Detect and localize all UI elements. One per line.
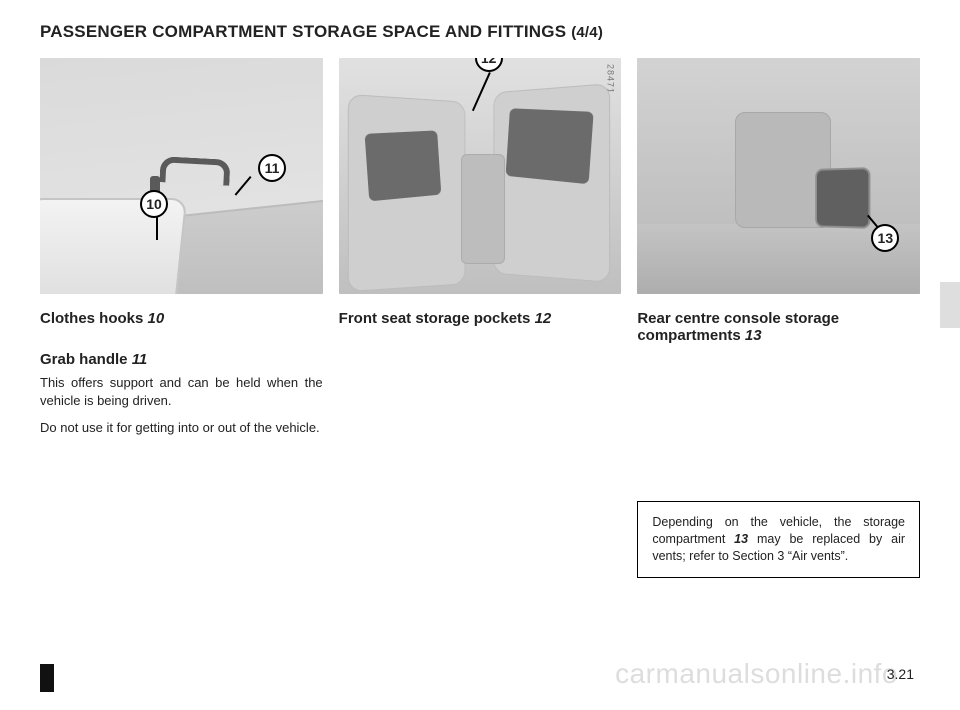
leader-12 [472,72,491,111]
column-3: 28547 13 Rear centre console storage com… [637,58,920,578]
title-main: PASSENGER COMPARTMENT STORAGE SPACE AND … [40,22,566,41]
fig2-console [461,154,505,264]
heading2-text: Front seat storage pockets [339,310,535,327]
para-grab-handle-2: Do not use it for getting into or out of… [40,419,323,437]
watermark: carmanualsonline.info [615,658,898,690]
fig2-pocket-left [364,130,441,201]
fig2-pocket-right [505,108,593,184]
figure-front-pockets: 28471 12 [339,58,622,294]
subheading1-text: Grab handle [40,351,132,368]
fig3-storage [816,167,871,229]
footer-mark [40,664,54,692]
heading1-text: Clothes hooks [40,310,148,327]
callout-12-label: 12 [481,58,497,66]
heading-clothes-hooks: Clothes hooks 10 [40,310,323,327]
fig1-window [40,198,187,294]
figure-rear-console: 28547 13 [637,58,920,294]
subheading1-num: 11 [132,351,148,368]
heading-rear-console: Rear centre console storage compartments… [637,310,920,344]
callout-10-label: 10 [146,196,162,212]
column-1: 28516 11 10 Clothes hooks 10 Grab handle… [40,58,323,578]
columns: 28516 11 10 Clothes hooks 10 Grab handle… [40,58,920,578]
column-2: 28471 12 Front seat storage pockets 12 [339,58,622,578]
callout-11: 11 [258,154,286,182]
title-part: (4/4) [571,24,603,41]
page-number: 3.21 [887,666,914,682]
side-tab [940,282,960,328]
note-num: 13 [734,532,748,546]
figure-clothes-hooks: 28516 11 10 [40,58,323,294]
callout-13-label: 13 [878,230,894,246]
heading-grab-handle: Grab handle 11 [40,351,323,368]
callout-10: 10 [140,190,168,218]
heading3-num: 13 [745,327,762,344]
note-box: Depending on the vehicle, the storage co… [637,501,920,578]
callout-11-label: 11 [265,160,280,176]
heading1-num: 10 [148,310,165,327]
callout-12: 12 [475,58,503,72]
heading3-text: Rear centre console storage compartments [637,310,839,344]
fig1-handle [159,156,230,186]
heading2-num: 12 [535,310,552,327]
page-title: PASSENGER COMPARTMENT STORAGE SPACE AND … [40,22,920,42]
heading-front-pockets: Front seat storage pockets 12 [339,310,622,327]
para-grab-handle-1: This offers support and can be held when… [40,374,323,409]
